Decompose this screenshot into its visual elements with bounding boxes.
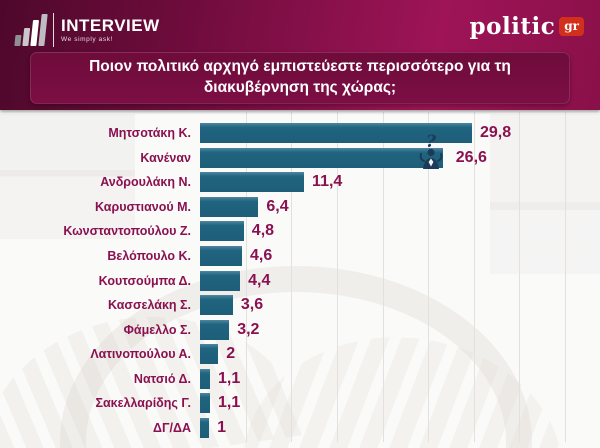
chart-area: Μητσοτάκη Κ. 29,8 Κανέναν? 26,6 Ανδρουλάκη Ν… bbox=[0, 110, 600, 448]
bar-rows: Μητσοτάκη Κ. 29,8 Κανέναν? 26,6 Ανδρουλάκη Ν… bbox=[0, 121, 600, 440]
bar-label: ΔΓ/ΔΑ bbox=[153, 420, 191, 435]
poll-question-title: Ποιον πολιτικό αρχηγό εμπιστεύεστε περισ… bbox=[89, 58, 511, 96]
bar-value: 29,8 bbox=[480, 124, 512, 142]
bar-zone: 3,2 bbox=[200, 319, 600, 340]
bar-zone: 4,6 bbox=[200, 246, 600, 266]
bar-zone: 11,4 bbox=[200, 172, 600, 193]
bar-zone: 2 bbox=[200, 344, 600, 365]
table-row: Λατινοπούλου Α. 2 bbox=[0, 342, 600, 367]
table-row: Κασσελάκη Σ. 3,6 bbox=[0, 293, 600, 318]
bar-zone: 29,8 bbox=[200, 123, 600, 144]
logo-divider bbox=[53, 13, 54, 47]
bar bbox=[200, 417, 210, 438]
bar-label: Σακελλαρίδης Γ. bbox=[95, 396, 191, 411]
table-row: Κανέναν? 26,6 bbox=[0, 132, 600, 171]
header-band: INTERVIEW We simply ask! politic gr Ποιο… bbox=[0, 0, 600, 110]
question-title-box: Ποιον πολιτικό αρχηγό εμπιστεύεστε περισ… bbox=[30, 52, 570, 104]
bar-label: Κωνσταντοπούλου Ζ. bbox=[63, 224, 191, 239]
gridline-20 bbox=[382, 112, 384, 442]
bar-value: 1 bbox=[217, 418, 227, 436]
bar-value: 4,8 bbox=[251, 222, 275, 240]
bar-label: Καρυστιανού Μ. bbox=[95, 199, 191, 214]
table-row: Σακελλαρίδης Γ. 1,1 bbox=[0, 391, 600, 416]
bar-chart-icon bbox=[14, 14, 48, 46]
gridline-40 bbox=[565, 112, 567, 442]
bar bbox=[200, 221, 244, 242]
bar-label: Ανδρουλάκη Ν. bbox=[100, 175, 191, 190]
bar-zone: 1 bbox=[200, 417, 600, 438]
bar-label: Κουτσούμπα Δ. bbox=[98, 273, 191, 288]
bar-zone: 3,6 bbox=[200, 295, 600, 316]
bar-zone: ? 26,6 bbox=[200, 132, 600, 169]
bar-value: 3,6 bbox=[240, 296, 264, 314]
gridline-35 bbox=[519, 112, 521, 442]
politic-logo-text: politic bbox=[469, 13, 556, 40]
table-row: Μητσοτάκη Κ. 29,8 bbox=[0, 121, 600, 146]
mystery-person-icon: ? bbox=[416, 132, 446, 170]
bar-zone: 4,8 bbox=[200, 221, 600, 242]
bar-label: Λατινοπούλου Α. bbox=[90, 347, 191, 362]
bar-zone: 1,1 bbox=[200, 368, 600, 389]
bar-value: 4,6 bbox=[249, 247, 273, 264]
politic-gr-badge: gr bbox=[559, 17, 584, 36]
table-row: Κουτσούμπα Δ. 4,4 bbox=[0, 268, 600, 293]
bar-label: Μητσοτάκη Κ. bbox=[108, 126, 191, 141]
bar-value: 11,4 bbox=[312, 173, 343, 191]
interview-tagline: We simply ask! bbox=[61, 35, 113, 43]
bar bbox=[200, 246, 242, 266]
bar bbox=[200, 196, 259, 217]
bar bbox=[200, 319, 230, 340]
gridline-5 bbox=[245, 112, 247, 442]
interview-logo-text: INTERVIEW bbox=[61, 15, 160, 35]
bar-label: Βελόπουλο Κ. bbox=[107, 249, 191, 263]
table-row: Ανδρουλάκη Ν. 11,4 bbox=[0, 170, 600, 195]
bar-zone: 1,1 bbox=[200, 393, 600, 414]
bar bbox=[200, 270, 241, 291]
bar-label: Κανέναν bbox=[140, 150, 191, 165]
gridline-10 bbox=[291, 112, 293, 442]
bar bbox=[200, 147, 443, 168]
bar-value: 2 bbox=[226, 345, 236, 363]
bar-zone: 4,4 bbox=[200, 270, 600, 291]
table-row: Φάμελλο Σ. 3,2 bbox=[0, 317, 600, 342]
table-row: ΔΓ/ΔΑ 1 bbox=[0, 416, 600, 441]
bar-value: 1,1 bbox=[218, 394, 241, 412]
table-row: Νατσιό Δ. 1,1 bbox=[0, 366, 600, 391]
bar bbox=[200, 172, 305, 193]
bar-value: 1,1 bbox=[218, 369, 241, 387]
bar-zone: 6,4 bbox=[200, 196, 600, 217]
politic-gr-logo: politic gr bbox=[470, 13, 584, 40]
gridline-25 bbox=[428, 112, 430, 442]
svg-text:?: ? bbox=[426, 133, 437, 152]
bar-value: 6,4 bbox=[266, 197, 289, 215]
bar bbox=[200, 393, 211, 414]
gridline-15 bbox=[336, 112, 338, 442]
table-row: Καρυστιανού Μ. 6,4 bbox=[0, 195, 600, 220]
bar bbox=[200, 123, 472, 144]
table-row: Κωνσταντοπούλου Ζ. 4,8 bbox=[0, 219, 600, 244]
bar-value: 3,2 bbox=[237, 320, 260, 338]
bar-value: 4,4 bbox=[248, 271, 271, 289]
bar bbox=[200, 344, 219, 365]
bar-value: 26,6 bbox=[455, 148, 487, 166]
table-row: Βελόπουλο Κ. 4,6 bbox=[0, 244, 600, 269]
gridline-30 bbox=[473, 112, 475, 442]
interview-logo: INTERVIEW We simply ask! bbox=[14, 12, 160, 48]
bar-label: Κασσελάκη Σ. bbox=[108, 298, 191, 313]
bar bbox=[200, 368, 211, 389]
bar-label: Φάμελλο Σ. bbox=[123, 322, 191, 337]
bar-label: Νατσιό Δ. bbox=[133, 371, 191, 386]
bar bbox=[200, 295, 233, 316]
